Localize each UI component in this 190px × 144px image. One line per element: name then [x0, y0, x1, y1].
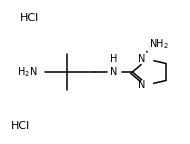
Text: N: N: [138, 54, 146, 64]
Text: H$_2$N: H$_2$N: [17, 65, 37, 79]
Text: N: N: [110, 67, 117, 77]
Text: NH$_2$: NH$_2$: [149, 37, 169, 51]
Text: HCl: HCl: [11, 121, 30, 131]
Text: N: N: [138, 80, 146, 90]
Text: HCl: HCl: [20, 13, 39, 23]
Text: H: H: [110, 54, 117, 64]
